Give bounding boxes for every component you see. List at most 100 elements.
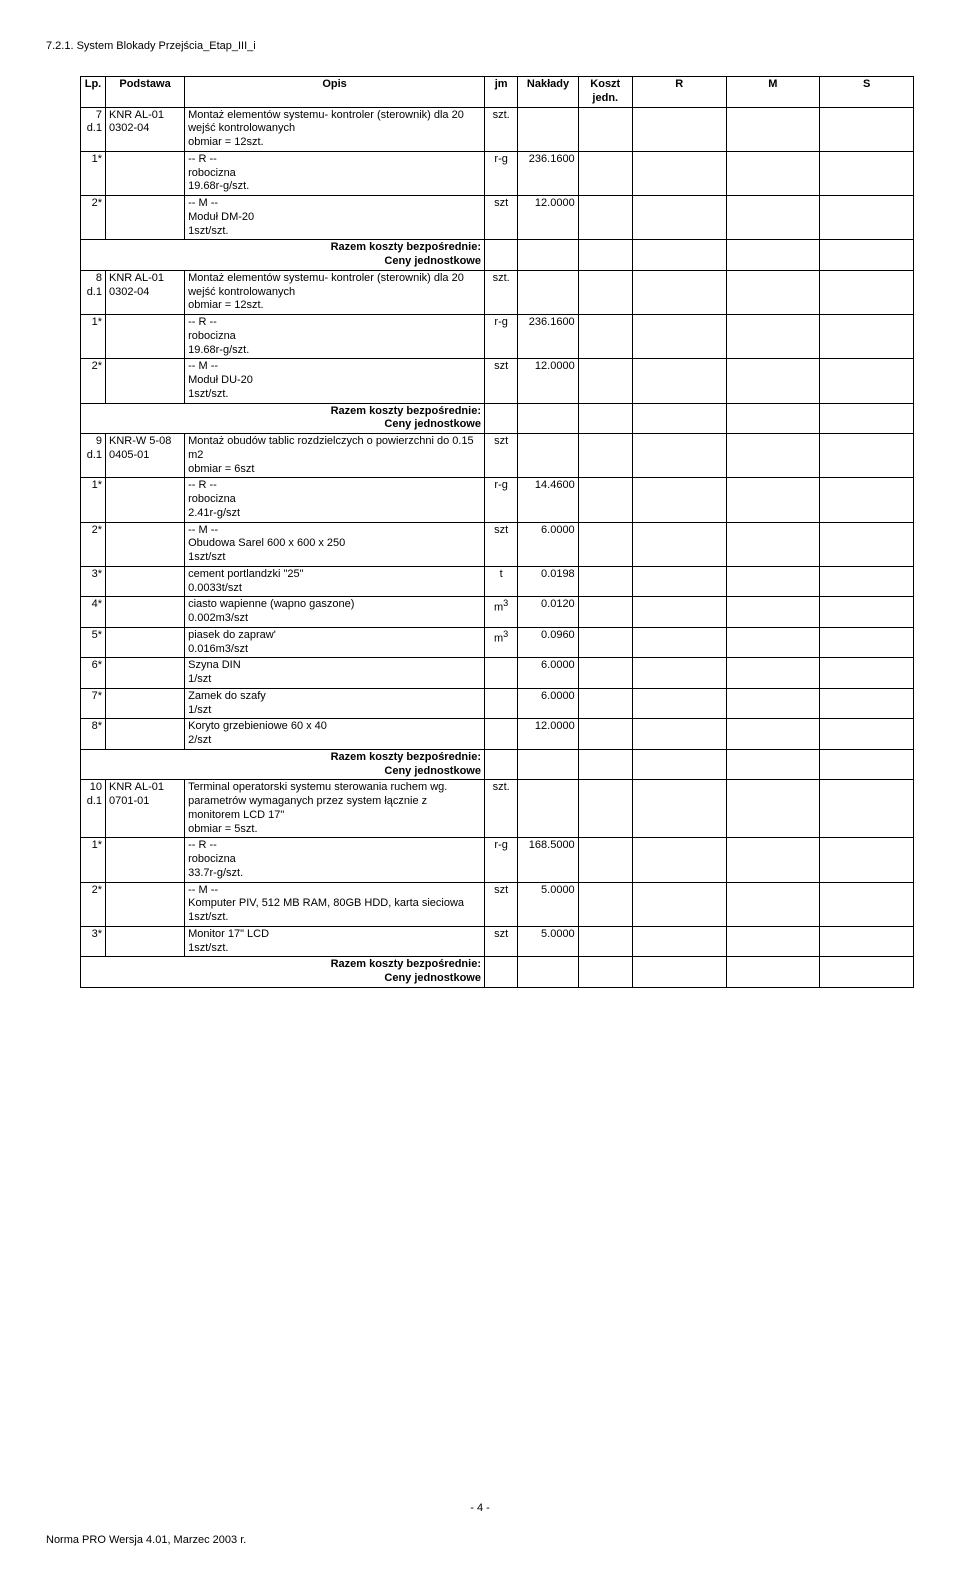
cell-opis: -- R -- robocizna19.68r-g/szt.: [185, 151, 485, 195]
ceny-label: Ceny jednostkowe: [384, 418, 481, 430]
m-marker: -- M --: [188, 360, 218, 372]
cell-jm: r-g: [484, 151, 517, 195]
summary-row: Razem koszty bezpośrednie:Ceny jednostko…: [81, 403, 914, 434]
ceny-label: Ceny jednostkowe: [384, 972, 481, 984]
cell-jm: r-g: [484, 478, 517, 522]
m-marker: -- M --: [188, 884, 218, 896]
table-row: 10 d.1 KNR AL-01 0701-01 Terminal operat…: [81, 780, 914, 838]
cell-nak: 5.0000: [518, 882, 578, 926]
cell-jm: r-g: [484, 838, 517, 882]
cell-nak: 0.0198: [518, 566, 578, 597]
header-row: Lp. Podstawa Opis jm Nakłady Koszt jedn.…: [81, 77, 914, 108]
cell-opis: -- M --Moduł DM-201szt/szt.: [185, 196, 485, 240]
cell-lp: 3*: [81, 566, 106, 597]
cell-jm: m3: [484, 597, 517, 628]
cell-jm: szt.: [484, 780, 517, 838]
summary-row: Razem koszty bezpośrednie:Ceny jednostko…: [81, 749, 914, 780]
table-row: 2* -- M --Obudowa Sarel 600 x 600 x 2501…: [81, 522, 914, 566]
doc-title: 7.2.1. System Blokady Przejścia_Etap_III…: [46, 40, 914, 52]
cell-opis: -- R -- robocizna33.7r-g/szt.: [185, 838, 485, 882]
cell-jm: szt: [484, 196, 517, 240]
h-lp: Lp.: [81, 77, 106, 108]
cell-opis: ciasto wapienne (wapno gaszone)0.002m3/s…: [185, 597, 485, 628]
opis-text: Moduł DU-201szt/szt.: [188, 374, 253, 400]
table-row: 7* Zamek do szafy1/szt 6.0000: [81, 688, 914, 719]
cell-lp: 2*: [81, 196, 106, 240]
table-row: 8 d.1 KNR AL-01 0302-04 Montaż elementów…: [81, 270, 914, 314]
cell-jm: szt.: [484, 270, 517, 314]
table-row: 1* -- R --robocizna2.41r-g/szt r-g 14.46…: [81, 478, 914, 522]
cell-nak: 5.0000: [518, 926, 578, 957]
table-row: 2* -- M --Moduł DM-201szt/szt. szt 12.00…: [81, 196, 914, 240]
r-marker: -- R --: [188, 316, 217, 328]
cell-jm: t: [484, 566, 517, 597]
razem-label: Razem koszty bezpośrednie:: [331, 241, 481, 253]
cell-nak: [518, 107, 578, 151]
table-row: 2* -- M --Komputer PIV, 512 MB RAM, 80GB…: [81, 882, 914, 926]
cell-opis: -- R --robocizna2.41r-g/szt: [185, 478, 485, 522]
razem-label: Razem koszty bezpośrednie:: [331, 958, 481, 970]
r-marker: -- R --: [188, 479, 217, 491]
cell-s: [820, 107, 914, 151]
cell-lp: 1*: [81, 151, 106, 195]
table-row: 3* Monitor 17" LCD1szt/szt. szt 5.0000: [81, 926, 914, 957]
opis-text: Obudowa Sarel 600 x 600 x 2501szt/szt: [188, 537, 345, 563]
cell-opis: Zamek do szafy1/szt: [185, 688, 485, 719]
h-opis: Opis: [185, 77, 485, 108]
summary-row: Razem koszty bezpośrednie:Ceny jednostko…: [81, 240, 914, 271]
cell-jm: szt.: [484, 107, 517, 151]
cell-jm: szt: [484, 522, 517, 566]
cell-nak: 236.1600: [518, 151, 578, 195]
cell-lp: 2*: [81, 359, 106, 403]
cell-nak: 12.0000: [518, 719, 578, 750]
summary-row: Razem koszty bezpośrednie: Ceny jednostko…: [81, 957, 914, 988]
cell-pod: KNR AL-01 0701-01: [105, 780, 184, 838]
table-row: 3* cement portlandzki "25"0.0033t/szt t …: [81, 566, 914, 597]
cell-opis: Montaż obudów tablic rozdzielczych o pow…: [185, 434, 485, 478]
table-row: 1* -- R -- robocizna33.7r-g/szt. r-g 168.…: [81, 838, 914, 882]
table-row: 9 d.1 KNR-W 5-08 0405-01 Montaż obudów t…: [81, 434, 914, 478]
table-row: 4* ciasto wapienne (wapno gaszone)0.002m…: [81, 597, 914, 628]
version-footer: Norma PRO Wersja 4.01, Marzec 2003 r.: [46, 1534, 246, 1546]
cell-opis: -- M --Komputer PIV, 512 MB RAM, 80GB HD…: [185, 882, 485, 926]
cell-opis: -- R -- robocizna19.68r-g/szt.: [185, 315, 485, 359]
cell-r: [632, 107, 726, 151]
r-marker: -- R --: [188, 839, 217, 851]
opis-text: robocizna19.68r-g/szt.: [188, 167, 249, 193]
cell-nak: 14.4600: [518, 478, 578, 522]
h-podstawa: Podstawa: [105, 77, 184, 108]
table-row: 6* Szyna DIN1/szt 6.0000: [81, 658, 914, 689]
cell-jm: szt: [484, 434, 517, 478]
cell-opis: Montaż elementów systemu- kontroler (ste…: [185, 270, 485, 314]
cell-m: [726, 107, 820, 151]
cell-nak: 236.1600: [518, 315, 578, 359]
cell-lp: 2*: [81, 882, 106, 926]
cell-opis: Monitor 17" LCD1szt/szt.: [185, 926, 485, 957]
table-row: 8* Koryto grzebieniowe 60 x 402/szt 12.0…: [81, 719, 914, 750]
cell-lp: 9 d.1: [81, 434, 106, 478]
cell-jm: [484, 688, 517, 719]
cell-koszt: [578, 107, 632, 151]
cell-nak: 6.0000: [518, 522, 578, 566]
cell-lp: 6*: [81, 658, 106, 689]
cell-opis: -- M -- Moduł DU-201szt/szt.: [185, 359, 485, 403]
opis-text: robocizna19.68r-g/szt.: [188, 330, 249, 356]
cell-nak: 168.5000: [518, 838, 578, 882]
cell-jm: szt: [484, 359, 517, 403]
cell-lp: 5*: [81, 627, 106, 658]
cell-jm: szt: [484, 926, 517, 957]
table-row: 2* -- M --Moduł DU-201szt/szt. szt 12.00…: [81, 359, 914, 403]
cell-lp: 1*: [81, 838, 106, 882]
h-koszt: Koszt jedn.: [578, 77, 632, 108]
cell-nak: 6.0000: [518, 688, 578, 719]
razem-label: Razem koszty bezpośrednie:: [331, 405, 481, 417]
r-marker: -- R --: [188, 153, 217, 165]
h-jm: jm: [484, 77, 517, 108]
cell-nak: 12.0000: [518, 196, 578, 240]
cell-jm: szt: [484, 882, 517, 926]
opis-text: robocizna33.7r-g/szt.: [188, 853, 243, 879]
table-row: 1* -- R --robocizna19.68r-g/szt. r-g 236…: [81, 315, 914, 359]
cell-opis: Terminal operatorski systemu sterowania …: [185, 780, 485, 838]
page-number: - 4 -: [0, 1502, 960, 1514]
cell-lp: 2*: [81, 522, 106, 566]
